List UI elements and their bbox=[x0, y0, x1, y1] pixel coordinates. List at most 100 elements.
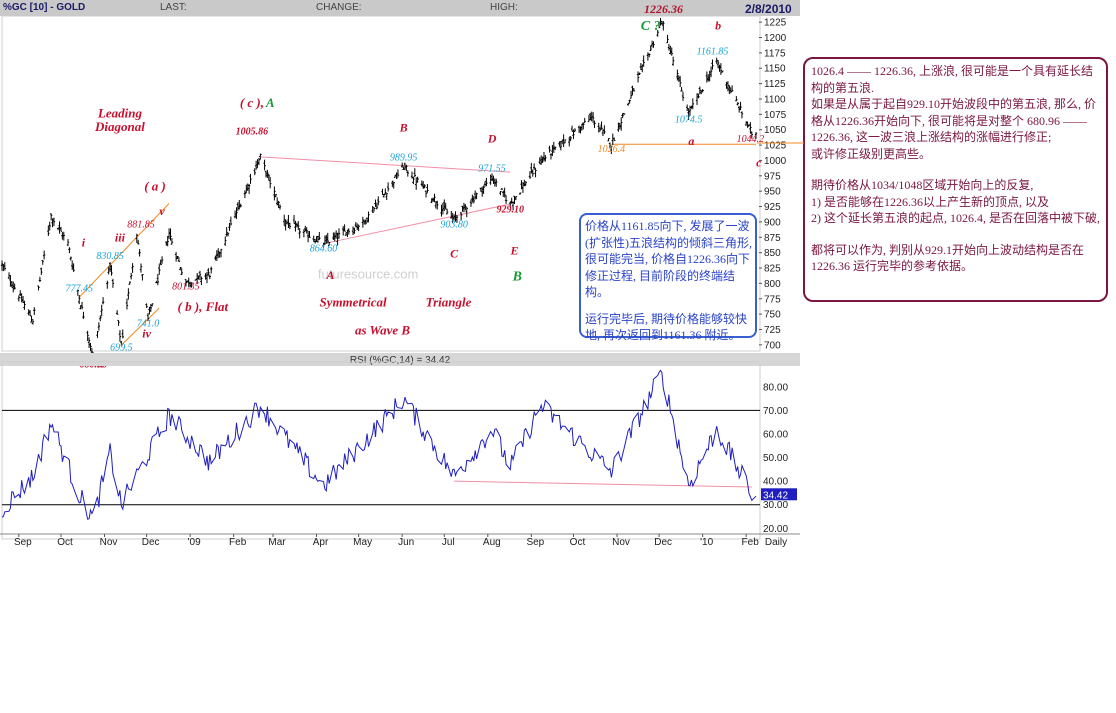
price-label: 1074.5 bbox=[675, 114, 703, 125]
price-label: 903.80 bbox=[440, 219, 468, 230]
date-tick-label: May bbox=[353, 537, 372, 548]
high-label: HIGH: bbox=[490, 2, 518, 13]
note-right-line: 都将可以作为, 判别从929.1开始向上波动结构是否在1226.36 运行完毕的… bbox=[811, 242, 1085, 274]
price-label: 699.5 bbox=[110, 342, 133, 353]
rsi-last-value: 34.42 bbox=[763, 490, 788, 501]
price-tick-label: 725 bbox=[764, 325, 781, 336]
wave-label: iii bbox=[115, 231, 126, 245]
wave-label: ( c ), bbox=[240, 95, 264, 110]
date-tick-label: Nov bbox=[100, 537, 118, 548]
rsi-tick-label: 30.00 bbox=[763, 500, 788, 511]
price-label: 881.85 bbox=[127, 219, 155, 230]
rsi-line bbox=[1, 369, 757, 520]
wave-label: B bbox=[512, 269, 522, 284]
watermark: futuresource.com bbox=[318, 266, 418, 281]
price-tick-label: 925 bbox=[764, 202, 781, 213]
price-tick-label: 1075 bbox=[764, 110, 787, 121]
date-tick-label: Sep bbox=[14, 537, 32, 548]
price-label: 864.60 bbox=[310, 243, 338, 254]
price-tick-label: 1150 bbox=[764, 64, 786, 75]
high-value: 1226.36 bbox=[644, 2, 683, 16]
price-tick-label: 700 bbox=[764, 340, 781, 351]
rsi-tick-label: 60.00 bbox=[763, 430, 788, 441]
note-blue-line: 运行完毕后, 期待价格能够较快地, 再次返回到1161.36 附近。 bbox=[585, 311, 748, 343]
price-tick-label: 800 bbox=[764, 279, 781, 290]
price-label: 1161.85 bbox=[697, 47, 729, 58]
rsi-title: RSI (%GC,14) = 34.42 bbox=[350, 355, 451, 366]
rsi-tick-label: 50.00 bbox=[763, 453, 788, 464]
wave-label: A bbox=[265, 95, 275, 110]
rsi-plot-frame bbox=[1, 361, 761, 540]
note-right-line: 或许修正级别更高些。 bbox=[811, 146, 932, 161]
price-y-axis: 1225 1200 1175 1150 1125 1100 1075 1050 1025 1000… bbox=[759, 18, 787, 351]
wave-label: iv bbox=[142, 326, 151, 340]
price-tick-label: 1025 bbox=[764, 141, 787, 152]
date-tick-label: Nov bbox=[612, 537, 630, 548]
rsi-title-bar bbox=[0, 353, 800, 366]
date-tick-label: Oct bbox=[570, 537, 586, 548]
leading-diagonal-upper bbox=[78, 203, 170, 298]
price-panel: 1225 1200 1175 1150 1125 1100 1075 1050 1025 1000… bbox=[0, 16, 787, 371]
note-right-line: 1) 是否能够在1226.36以上产生新的顶点, 以及 bbox=[811, 194, 1049, 209]
date-tick-label: '10 bbox=[700, 537, 713, 548]
price-label: 1005.86 bbox=[236, 127, 269, 138]
price-tick-label: 900 bbox=[764, 217, 781, 228]
date-tick-label: Feb bbox=[229, 537, 247, 548]
price-tick-label: 950 bbox=[764, 187, 781, 198]
price-tick-label: 1175 bbox=[764, 48, 786, 59]
note-right-line: 2) 这个延长第五浪的起点, 1026.4, 是否在回落中被下破, bbox=[811, 211, 1100, 225]
wave-label: A bbox=[326, 268, 335, 282]
wave-label: ( b ), Flat bbox=[178, 299, 229, 314]
date-tick-label: Dec bbox=[654, 537, 672, 548]
date-tick-label: Daily bbox=[765, 537, 787, 548]
wave-label: c bbox=[756, 156, 762, 170]
wave-label: D bbox=[487, 132, 497, 146]
price-label: 989.95 bbox=[390, 152, 418, 163]
price-label: 1044.2 bbox=[737, 134, 765, 145]
wave-label: Triangle bbox=[426, 295, 472, 310]
price-tick-label: 1125 bbox=[764, 79, 786, 90]
wave-label: Leading bbox=[97, 105, 143, 120]
chart-date: 2/8/2010 bbox=[745, 2, 792, 16]
rsi-trend-line bbox=[454, 480, 752, 488]
rsi-series-line bbox=[1, 369, 757, 520]
wave-labels: LeadingDiagonaliiiiiiivv( a )( b ), Flat… bbox=[82, 19, 762, 371]
wave-label: B bbox=[399, 121, 408, 135]
note-right-line: 如果是从属于起自929.10开始波段中的第五浪, 那么, 价格从1226.36开… bbox=[811, 97, 1097, 144]
date-tick-label: Oct bbox=[57, 537, 73, 548]
date-tick-label: '09 bbox=[188, 537, 201, 548]
price-label: 929.10 bbox=[497, 205, 525, 216]
wave-label: C ? bbox=[641, 19, 661, 34]
price-label: 777.45 bbox=[65, 283, 93, 294]
price-label: 971.55 bbox=[478, 164, 506, 175]
last-label: LAST: bbox=[160, 2, 187, 13]
rsi-tick-label: 20.00 bbox=[763, 524, 788, 535]
rsi-tick-label: 70.00 bbox=[763, 406, 788, 417]
price-tick-label: 750 bbox=[764, 310, 781, 321]
date-tick-label: Dec bbox=[142, 537, 160, 548]
note-right-line: 期待价格从1034/1048区域开始向上的反复, bbox=[811, 178, 1034, 192]
price-tick-label: 850 bbox=[764, 248, 781, 259]
rsi-y-axis: 80.00 70.00 60.00 50.00 40.00 30.00 20.00 bbox=[763, 382, 788, 534]
date-tick-label: Apr bbox=[313, 537, 329, 548]
rsi-last-value-box bbox=[761, 488, 797, 501]
analysis-note-blue: 价格从1161.85向下, 发展了一波(扩张性)五浪结构的倾斜三角形, 很可能完… bbox=[579, 213, 757, 342]
triangle-lower bbox=[323, 203, 511, 245]
wave-label: C bbox=[450, 247, 459, 261]
price-tick-label: 775 bbox=[764, 294, 781, 305]
price-label: 801.35 bbox=[172, 282, 200, 293]
price-plot-frame bbox=[1, 16, 761, 352]
price-label: 830.85 bbox=[96, 251, 124, 262]
change-label: CHANGE: bbox=[316, 2, 362, 13]
wave-label: v bbox=[159, 204, 165, 218]
date-tick-label: Sep bbox=[526, 537, 544, 548]
date-axis: Sep Oct Nov Dec '09 Feb Mar Apr May Jun Jul Aug Sep O… bbox=[0, 533, 800, 548]
price-tick-label: 1200 bbox=[764, 33, 787, 44]
wave-label: as Wave B bbox=[355, 322, 410, 337]
price-tick-label: 1000 bbox=[764, 156, 787, 167]
triangle-upper bbox=[260, 156, 511, 173]
date-tick-label: Mar bbox=[268, 537, 286, 548]
rsi-tick-label: 40.00 bbox=[763, 477, 788, 488]
price-tick-label: 1225 bbox=[764, 18, 787, 29]
rsi-grid bbox=[2, 409, 760, 506]
